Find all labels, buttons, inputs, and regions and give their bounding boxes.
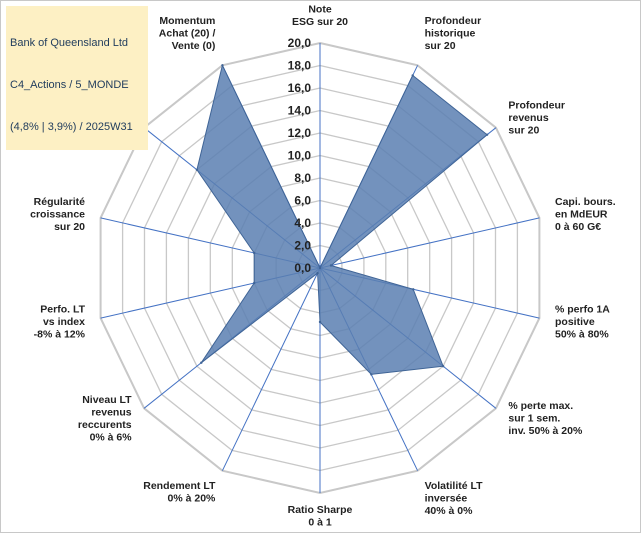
axis-spoke: [221, 267, 321, 471]
tick-label: 8,0: [294, 171, 311, 185]
axis-label-line: revenus: [91, 406, 131, 418]
axis-label: Volatilité LT inversée 40% à 0%: [425, 480, 484, 517]
data-point: [253, 251, 256, 255]
tick-label: 10,0: [288, 149, 312, 163]
axis-label-line: 0 à 1: [308, 517, 332, 529]
axis-label-line: sur 20: [425, 40, 456, 52]
data-point: [329, 264, 333, 267]
tick-label: 0,0: [294, 261, 311, 275]
axis-label-line: inversée: [425, 493, 468, 505]
axis-label-line: -8% à 12%: [34, 328, 86, 340]
data-point: [411, 74, 414, 77]
axis-label-line: croissance: [30, 209, 85, 221]
info-box: Bank of Queensland Ltd C4_Actions / 5_MO…: [6, 6, 148, 150]
radar-series: [195, 63, 489, 376]
axis-label-line: sur 1 sem.: [508, 413, 560, 425]
axis-label-line: Profondeur: [425, 15, 482, 27]
axis-label-line: 50% à 80%: [555, 328, 609, 340]
axis-label-line: Volatilité LT: [425, 480, 484, 492]
axis-label-line: Ratio Sharpe: [288, 504, 353, 516]
axis-label: Momentum Achat (20) / Vente (0): [159, 15, 216, 52]
axis-label-line: Niveau LT: [82, 394, 132, 406]
axis-label-line: 0% à 20%: [168, 493, 217, 505]
info-line: (4,8% | 3,9%) / 2025W31: [10, 121, 133, 133]
axis-label-line: Profondeur: [508, 100, 565, 112]
radar-axis-labels: Note ESG sur 20 Profondeur historique sur 20…: [30, 4, 616, 529]
axis-label-line: en MdEUR: [555, 209, 608, 221]
axis-label-line: revenus: [508, 112, 548, 124]
data-point: [318, 266, 322, 270]
tick-label: 2,0: [294, 239, 311, 253]
axis-label: Profondeur revenus sur 20: [508, 100, 565, 137]
axis-label-line: Capi. bours.: [555, 196, 616, 208]
tick-label: 14,0: [288, 104, 312, 118]
axis-label: Ratio Sharpe 0 à 1: [288, 504, 353, 529]
axis-spoke: [319, 217, 540, 269]
info-line: C4_Actions / 5_MONDE: [10, 79, 129, 91]
radar-tick-labels: 0,0 2,0 4,0 6,0 8,0 10,0 12,0 14,0 16,0 18,0 20,0: [288, 36, 312, 275]
axis-label-line: Momentum: [159, 15, 215, 27]
axis-label-line: vs index: [43, 316, 85, 328]
axis-label-line: Achat (20) /: [159, 27, 216, 39]
tick-label: 12,0: [288, 126, 312, 140]
data-point: [485, 133, 489, 136]
axis-label: % perte max. sur 1 sem. inv. 50% à 20%: [508, 400, 583, 437]
axis-label: Niveau LT revenus reccurents 0% à 6%: [78, 394, 132, 444]
axis-label-line: inv. 50% à 20%: [508, 425, 583, 437]
axis-label-line: positive: [555, 316, 595, 328]
data-point: [200, 361, 203, 364]
axis-label-line: Note: [308, 4, 331, 16]
axis-label-line: Vente (0): [172, 40, 216, 52]
axis-label-line: Régularité: [34, 196, 86, 208]
axis-label: Rendement LT 0% à 20%: [143, 480, 216, 505]
data-point: [316, 271, 319, 275]
axis-label-line: reccurents: [78, 419, 132, 431]
axis-label-line: historique: [425, 27, 476, 39]
axis-label-line: Perfo. LT: [40, 303, 85, 315]
axis-label-line: 0% à 6%: [90, 431, 133, 443]
data-point: [195, 168, 199, 171]
tick-label: 20,0: [288, 36, 312, 50]
info-line: Bank of Queensland Ltd: [10, 37, 129, 49]
tick-label: 18,0: [288, 59, 312, 73]
axis-label: Profondeur historique sur 20: [425, 15, 482, 52]
data-point: [370, 373, 373, 376]
axis-label: Capi. bours. en MdEUR 0 à 60 G€: [555, 196, 616, 233]
data-point: [221, 64, 224, 67]
axis-label-line: 40% à 0%: [425, 505, 474, 517]
tick-label: 6,0: [294, 194, 311, 208]
axis-label: % perfo 1A positive 50% à 80%: [555, 303, 610, 340]
tick-label: 16,0: [288, 81, 312, 95]
axis-label-line: ESG sur 20: [292, 16, 348, 28]
axis-label-line: 0 à 60 G€: [555, 221, 601, 233]
axis-label: Perfo. LT vs index -8% à 12%: [34, 303, 86, 340]
data-point: [412, 288, 415, 291]
axis-label-line: % perfo 1A: [555, 303, 610, 315]
axis-label-line: sur 20: [54, 221, 85, 233]
axis-label: Note ESG sur 20: [292, 4, 348, 29]
axis-label-line: Rendement LT: [143, 480, 216, 492]
data-point: [253, 281, 256, 285]
axis-label-line: % perte max.: [508, 400, 573, 412]
tick-label: 4,0: [294, 216, 311, 230]
data-point: [441, 365, 445, 368]
data-point: [318, 320, 322, 324]
axis-label-line: sur 20: [508, 125, 539, 137]
axis-label: Régularité croissance sur 20: [30, 196, 85, 233]
